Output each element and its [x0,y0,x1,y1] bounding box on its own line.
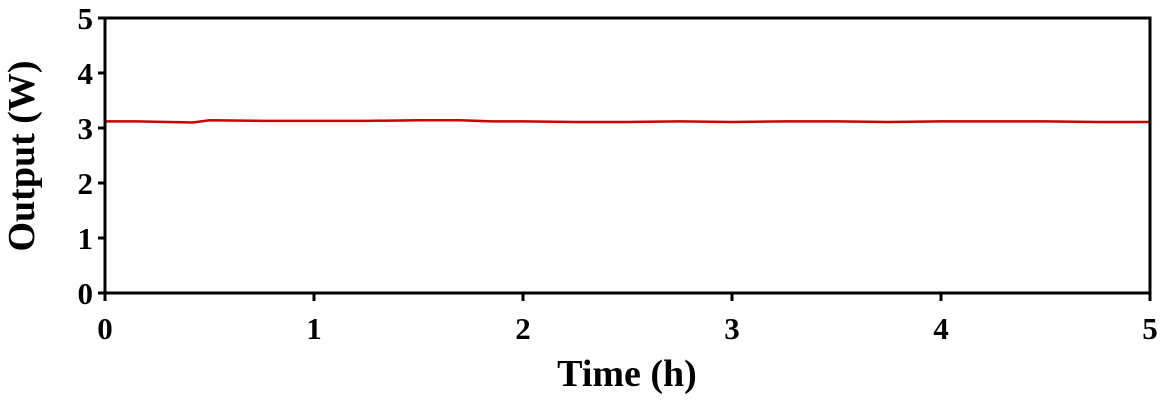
plot-frame [103,16,1152,295]
y-tick-label: 2 [78,166,94,201]
y-tick-label: 3 [78,111,94,146]
y-tick-label: 5 [78,1,94,36]
y-axis-title: Output (W) [1,60,43,251]
x-tick-label: 0 [97,311,113,346]
y-tick-label: 4 [78,56,94,91]
x-tick-label: 1 [306,311,322,346]
data-line [105,119,1150,124]
x-tick-label: 4 [933,311,949,346]
y-tick-label: 1 [78,221,94,256]
x-tick-label: 5 [1142,311,1158,346]
x-axis-title: Time (h) [557,353,697,395]
x-tick-label: 2 [515,311,531,346]
x-tick-label: 3 [724,311,740,346]
y-tick-label: 0 [78,276,94,311]
